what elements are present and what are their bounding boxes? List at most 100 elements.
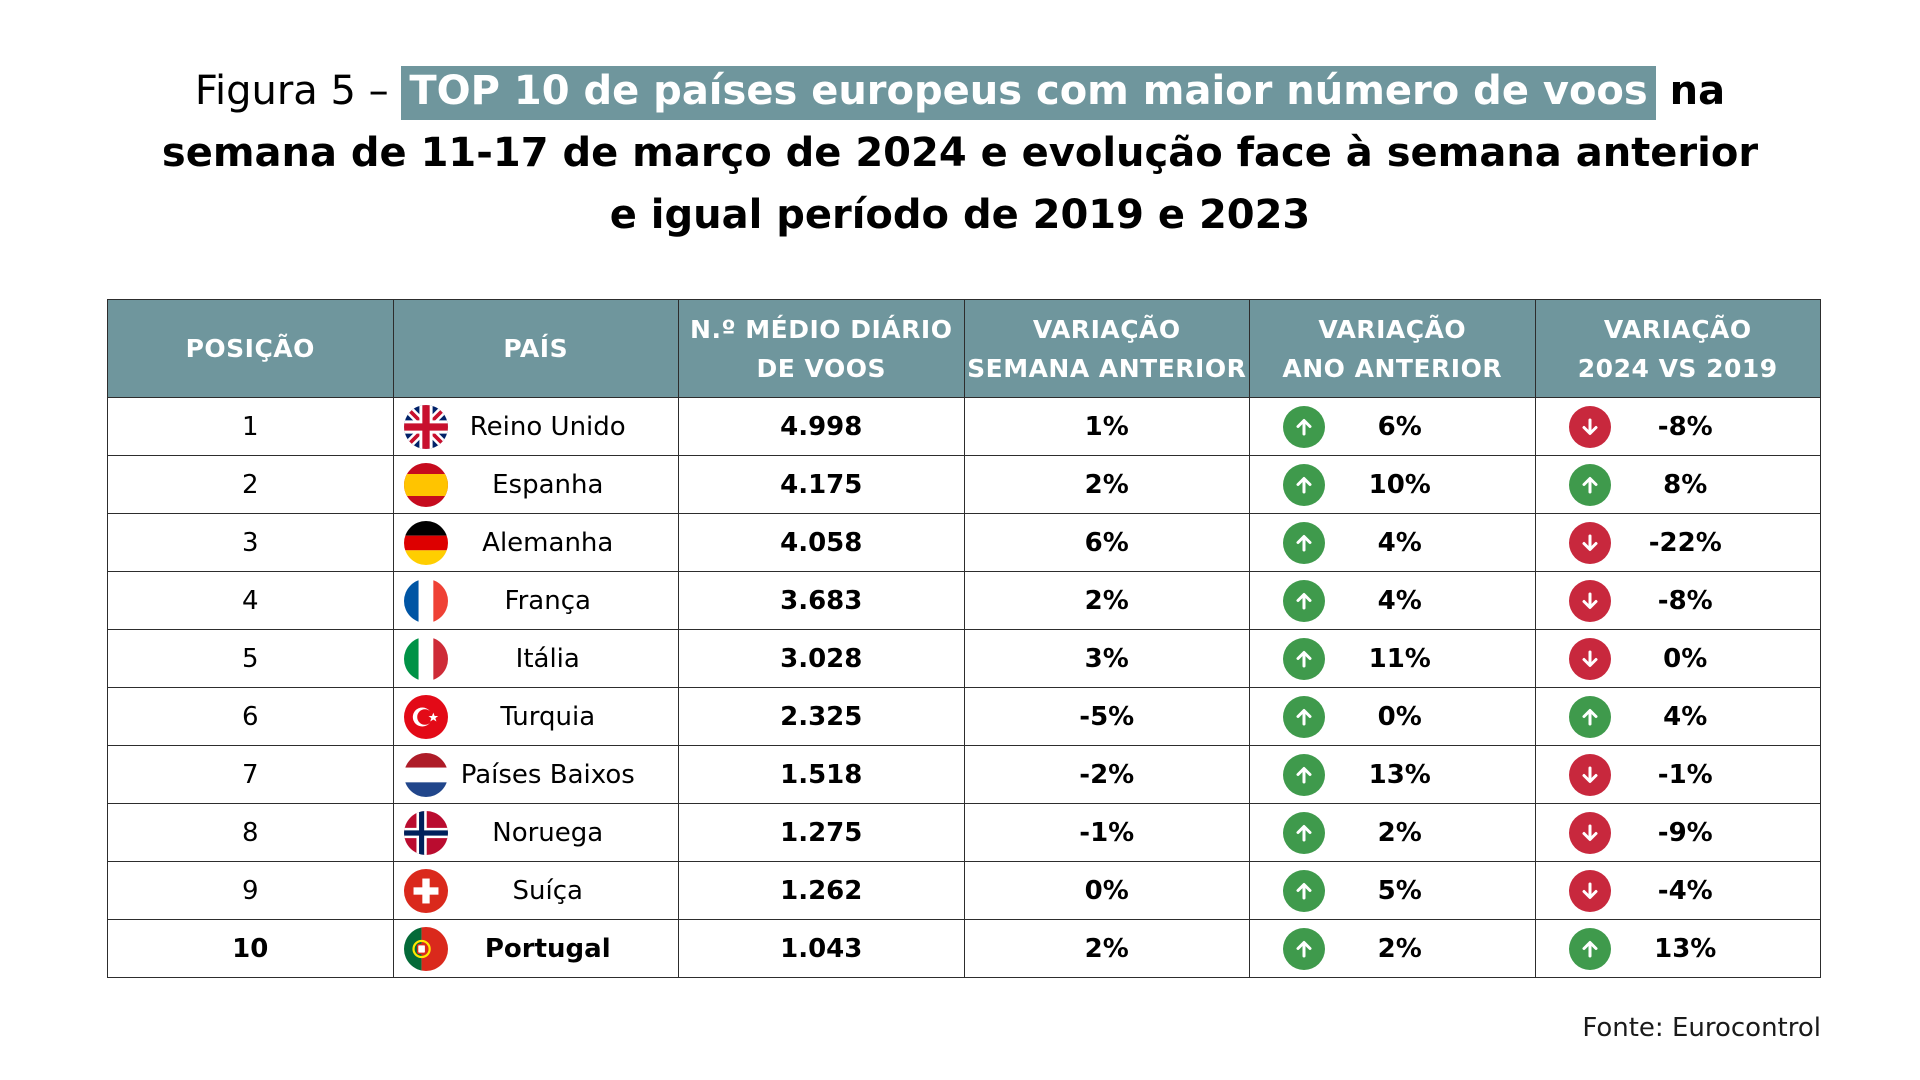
country-name: Alemanha — [482, 527, 614, 558]
daily-flights-cell: 1.518 — [678, 745, 965, 804]
vs2019-variation-cell: -9% — [1534, 803, 1821, 862]
year-variation-value: 5% — [1377, 875, 1422, 906]
week-variation-cell: -2% — [963, 745, 1250, 804]
vs2019-variation-value: -9% — [1657, 817, 1713, 848]
vs2019-variation-value: -8% — [1657, 411, 1713, 442]
daily-flights-cell: 1.275 — [678, 803, 965, 862]
arrow-up-icon — [1283, 811, 1325, 854]
position-cell: 1 — [107, 397, 394, 456]
vs2019-variation-value: -22% — [1648, 527, 1722, 558]
arrow-up-icon — [1283, 753, 1325, 796]
title-line1-rest: na — [1655, 68, 1726, 114]
week-variation-cell: 1% — [963, 397, 1250, 456]
vs2019-variation-value: 4% — [1663, 701, 1708, 732]
country-cell: Turquia — [392, 687, 679, 746]
country-cell: Itália — [392, 629, 679, 688]
year-variation-cell: 11% — [1249, 629, 1536, 688]
year-variation-value: 4% — [1377, 527, 1422, 558]
daily-flights-cell: 3.683 — [678, 571, 965, 630]
vs2019-variation-cell: 4% — [1534, 687, 1821, 746]
title-highlight: TOP 10 de países europeus com maior núme… — [401, 66, 1656, 120]
arrow-down-icon — [1568, 405, 1611, 448]
table-row: 5 Itália 3.028 3% 11% 0% — [107, 629, 1821, 688]
vs2019-variation-value: 13% — [1654, 933, 1717, 964]
daily-flights-cell: 3.028 — [678, 629, 965, 688]
arrow-down-icon — [1568, 637, 1611, 680]
position-cell: 5 — [107, 629, 394, 688]
country-cell: Espanha — [392, 455, 679, 514]
vs2019-variation-value: 8% — [1663, 469, 1708, 500]
header-week-line1: VARIAÇÃO — [1032, 314, 1181, 344]
arrow-up-icon — [1283, 405, 1325, 448]
figure-title: Figura 5 – TOP 10 de países europeus com… — [0, 60, 1920, 246]
france-flag-icon — [403, 578, 448, 623]
title-line-2: semana de 11-17 de março de 2024 e evolu… — [161, 130, 1759, 176]
week-variation-cell: -5% — [963, 687, 1250, 746]
ranking-table: POSIÇÃO PAÍS N.º MÉDIO DIÁRIO DE VOOS VAR… — [107, 299, 1821, 978]
table-row: 4 França 3.683 2% 4% -8% — [107, 571, 1821, 630]
country-name: Turquia — [500, 701, 596, 732]
table-row: 8 Noruega 1.275 -1% 2% -9% — [107, 803, 1821, 862]
header-flights-line2: DE VOOS — [756, 353, 886, 383]
table-row: 10 Portugal 1.043 2% 2% 13% — [107, 919, 1821, 978]
year-variation-value: 13% — [1368, 759, 1431, 790]
italy-flag-icon — [403, 636, 448, 681]
header-week-variation: VARIAÇÃO SEMANA ANTERIOR — [963, 299, 1250, 398]
year-variation-cell: 6% — [1249, 397, 1536, 456]
arrow-down-icon — [1568, 869, 1611, 912]
arrow-up-icon — [1568, 927, 1611, 970]
vs2019-variation-cell: 13% — [1534, 919, 1821, 978]
arrow-up-icon — [1283, 869, 1325, 912]
country-name: Suíça — [512, 875, 583, 906]
country-cell: Portugal — [392, 919, 679, 978]
week-variation-cell: 2% — [963, 919, 1250, 978]
daily-flights-cell: 1.043 — [678, 919, 965, 978]
position-cell: 3 — [107, 513, 394, 572]
year-variation-cell: 10% — [1249, 455, 1536, 514]
table-row: 3 Alemanha 4.058 6% 4% -22% — [107, 513, 1821, 572]
position-cell: 7 — [107, 745, 394, 804]
table-row: 9 Suíça 1.262 0% 5% -4% — [107, 861, 1821, 920]
arrow-down-icon — [1568, 811, 1611, 854]
year-variation-value: 6% — [1377, 411, 1422, 442]
daily-flights-cell: 4.175 — [678, 455, 965, 514]
arrow-up-icon — [1568, 695, 1611, 738]
country-cell: Noruega — [392, 803, 679, 862]
country-name: Noruega — [492, 817, 604, 848]
country-cell: França — [392, 571, 679, 630]
vs2019-variation-value: -8% — [1657, 585, 1713, 616]
vs2019-variation-value: -1% — [1657, 759, 1713, 790]
week-variation-cell: 2% — [963, 571, 1250, 630]
title-line-3: e igual período de 2019 e 2023 — [609, 192, 1311, 238]
table-row: 2 Espanha 4.175 2% 10% 8% — [107, 455, 1821, 514]
header-2019-line1: VARIAÇÃO — [1603, 314, 1752, 344]
position-cell: 2 — [107, 455, 394, 514]
position-cell: 6 — [107, 687, 394, 746]
country-name: Países Baixos — [460, 759, 635, 790]
arrow-up-icon — [1283, 927, 1325, 970]
week-variation-cell: -1% — [963, 803, 1250, 862]
year-variation-cell: 2% — [1249, 919, 1536, 978]
netherlands-flag-icon — [403, 752, 448, 797]
year-variation-value: 2% — [1377, 817, 1422, 848]
country-cell: Países Baixos — [392, 745, 679, 804]
vs2019-variation-cell: 8% — [1534, 455, 1821, 514]
title-prefix: Figura 5 – — [194, 68, 402, 114]
norway-flag-icon — [403, 810, 448, 855]
year-variation-value: 11% — [1368, 643, 1431, 674]
germany-flag-icon — [403, 520, 448, 565]
country-name: Espanha — [492, 469, 604, 500]
arrow-down-icon — [1568, 579, 1611, 622]
daily-flights-cell: 1.262 — [678, 861, 965, 920]
country-name: Itália — [515, 643, 580, 674]
country-cell: Alemanha — [392, 513, 679, 572]
year-variation-cell: 5% — [1249, 861, 1536, 920]
spain-flag-icon — [403, 462, 448, 507]
country-cell: Suíça — [392, 861, 679, 920]
year-variation-cell: 0% — [1249, 687, 1536, 746]
daily-flights-cell: 4.058 — [678, 513, 965, 572]
position-cell: 9 — [107, 861, 394, 920]
header-flights-line1: N.º MÉDIO DIÁRIO — [690, 314, 953, 344]
arrow-up-icon — [1283, 695, 1325, 738]
position-cell: 8 — [107, 803, 394, 862]
